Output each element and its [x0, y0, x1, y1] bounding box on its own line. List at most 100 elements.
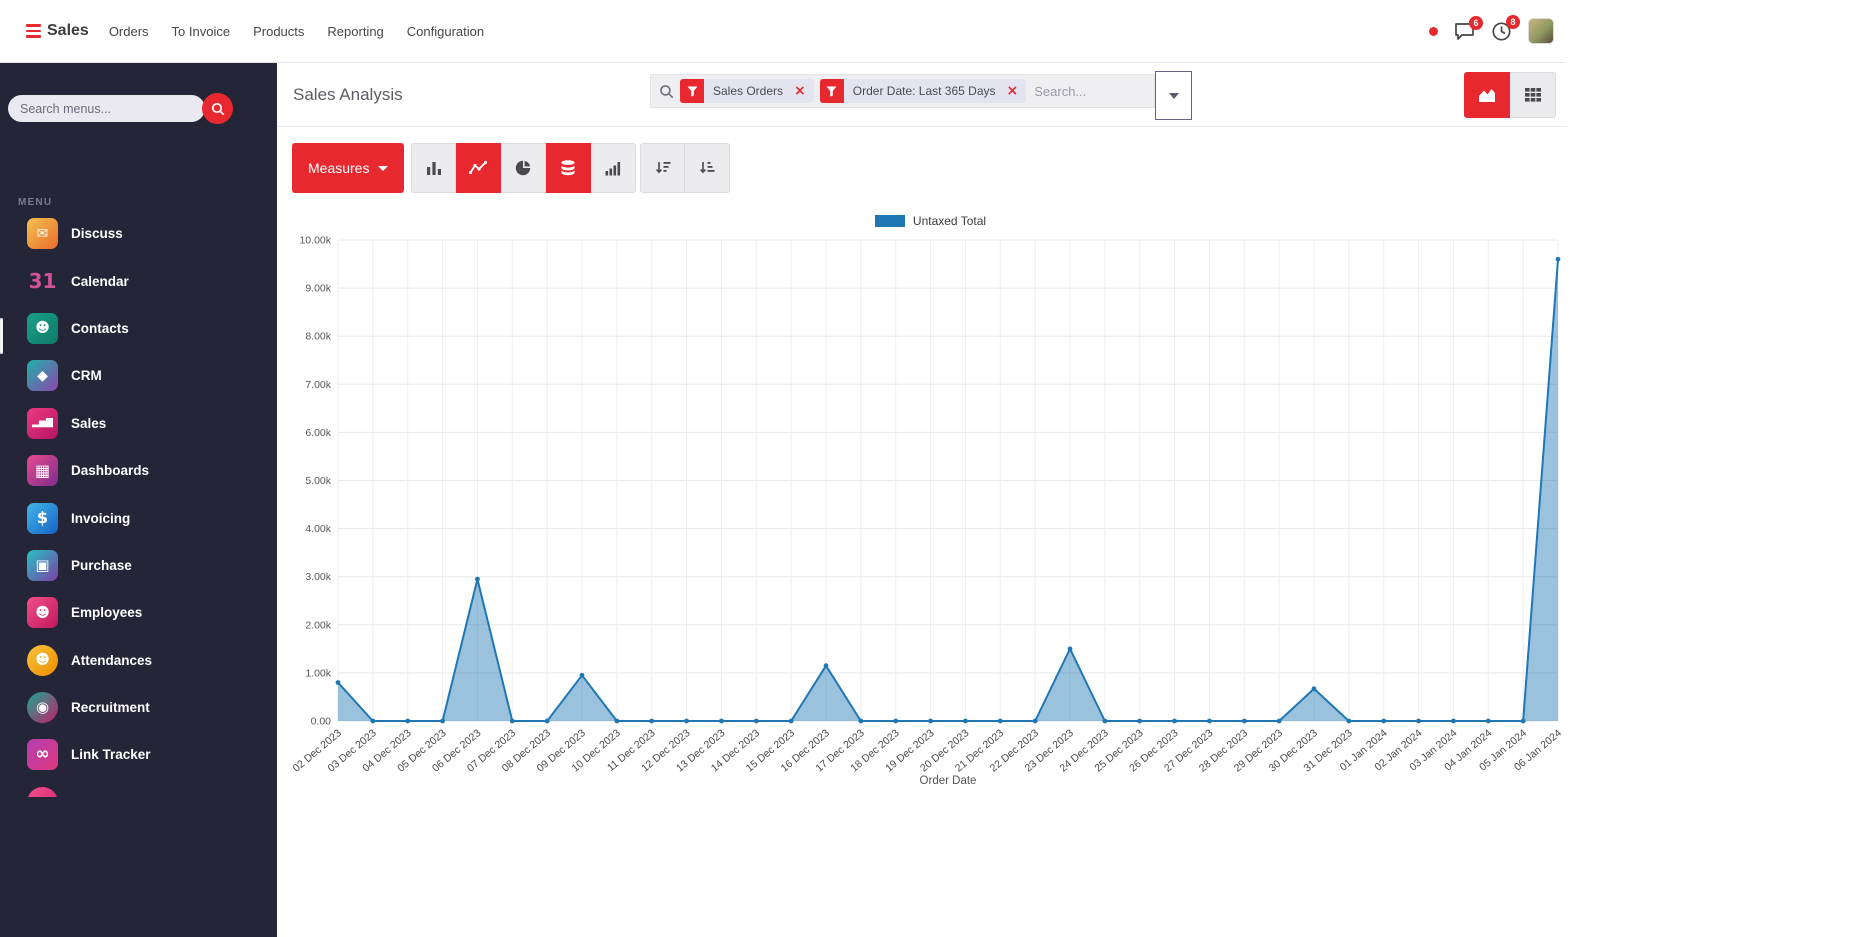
search-bar[interactable]: Sales Orders × Order Date: Last 365 Days…	[650, 74, 1155, 108]
facet-remove-button[interactable]: ×	[794, 83, 806, 99]
measures-button[interactable]: Measures	[292, 143, 405, 193]
sidebar-item-dashboards[interactable]: ▦ Dashboards	[0, 447, 277, 494]
pivot-grid-icon	[1524, 88, 1541, 102]
stacked-toggle-button[interactable]	[546, 143, 592, 193]
recruitment-icon: ◉	[27, 692, 58, 724]
invoicing-icon: $	[27, 502, 58, 534]
facet-label: Sales Orders	[713, 84, 784, 98]
pie-chart-icon	[516, 160, 531, 176]
messages-badge: 6	[1469, 15, 1483, 30]
bar-chart-button[interactable]	[411, 143, 457, 193]
data-point	[719, 718, 724, 724]
sidebar-item-attendances[interactable]: ☻ Attendances	[0, 637, 277, 684]
menu-item-configuration[interactable]: Configuration	[406, 23, 485, 39]
data-point	[753, 718, 759, 724]
data-point	[1520, 718, 1526, 724]
sidebar-item-discuss[interactable]: ✉ Discuss	[0, 210, 277, 257]
sidebar-item-unknown[interactable]	[0, 779, 277, 797]
clock-icon	[1492, 21, 1511, 41]
activities-button[interactable]: 8	[1491, 14, 1520, 42]
sidebar-item-label: Contacts	[71, 320, 129, 336]
sidebar-item-contacts[interactable]: ☻ Contacts	[0, 305, 277, 352]
data-point	[1137, 718, 1143, 724]
sidebar-item-purchase[interactable]: ▣ Purchase	[0, 542, 277, 589]
menu-item-orders[interactable]: Orders	[108, 23, 149, 39]
chart-canvas[interactable]: 0.00 1.00k 2.00k 3.00k 4.00k 5.00k 6.00k 7.00k 8…	[291, 232, 1568, 792]
graph-view-button[interactable]	[1464, 72, 1510, 118]
hamburger-icon	[26, 24, 41, 38]
data-point	[1381, 718, 1387, 724]
sidebar-search-button[interactable]	[202, 93, 233, 124]
data-point	[1241, 718, 1247, 724]
sidebar-item-crm[interactable]: ◆ CRM	[0, 352, 277, 399]
activities-badge: 8	[1506, 14, 1520, 29]
user-avatar[interactable]	[1528, 18, 1554, 44]
link-tracker-icon: ∞	[27, 739, 58, 771]
data-point	[440, 718, 445, 724]
x-axis-title: Order Date	[920, 775, 977, 787]
messages-button[interactable]: 6	[1454, 15, 1483, 41]
navbar-right: 6 8	[1429, 14, 1554, 44]
sidebar-scrollbar[interactable]	[0, 318, 3, 354]
app-icon	[27, 786, 58, 797]
graph-toolbar: Measures	[277, 127, 1567, 193]
page-title: Sales Analysis	[293, 84, 403, 104]
chart-type-group	[411, 143, 637, 193]
menu-item-products[interactable]: Products	[253, 23, 305, 39]
sidebar-item-label: Purchase	[71, 557, 132, 573]
sidebar-search-input[interactable]	[8, 95, 205, 122]
sidebar-item-label: CRM	[71, 368, 102, 384]
search-dropdown-toggle[interactable]	[1155, 71, 1192, 120]
sidebar-item-label: Dashboards	[71, 463, 150, 479]
y-tick-label: 0.00	[311, 716, 332, 728]
sort-asc-icon	[700, 162, 715, 174]
app-list: ✉ Discuss 31 Calendar ☻ Contacts ◆ CRM ▂▅▇ Sales ▦…	[0, 210, 277, 797]
y-tick-label: 2.00k	[305, 619, 331, 631]
facet-remove-button[interactable]: ×	[1006, 83, 1019, 99]
data-point	[1451, 718, 1456, 724]
data-point	[1172, 718, 1177, 724]
sidebar-item-label: Discuss	[71, 226, 123, 242]
sidebar: MENU ✉ Discuss 31 Calendar ☻ Contacts ◆ CRM ▂▅▇ S…	[0, 63, 277, 937]
data-point	[335, 680, 341, 685]
sidebar-item-label: Sales	[71, 415, 107, 431]
y-tick-label: 10.00k	[299, 235, 331, 247]
legend-swatch	[874, 215, 905, 227]
sidebar-item-recruitment[interactable]: ◉ Recruitment	[0, 684, 277, 731]
dashboards-icon: ▦	[27, 455, 58, 487]
sort-desc-button[interactable]	[640, 143, 686, 193]
app-menu-toggle[interactable]: Sales	[26, 22, 89, 40]
line-chart-button[interactable]	[456, 143, 502, 193]
sort-desc-icon	[655, 162, 671, 174]
series-line	[337, 259, 1559, 722]
top-menu: Orders To Invoice Products Reporting Con…	[107, 20, 486, 43]
sidebar-item-sales[interactable]: ▂▅▇ Sales	[0, 400, 277, 447]
sidebar-item-calendar[interactable]: 31 Calendar	[0, 257, 277, 304]
sidebar-item-label: Employees	[71, 605, 143, 621]
data-point	[579, 672, 585, 678]
search-input[interactable]	[1032, 82, 1146, 100]
pie-chart-button[interactable]	[501, 143, 547, 193]
data-point	[1067, 646, 1073, 652]
data-point	[1416, 718, 1421, 724]
chart-legend[interactable]: Untaxed Total	[293, 214, 1568, 228]
sidebar-item-label: Recruitment	[71, 700, 150, 716]
sidebar-item-label: Calendar	[71, 273, 129, 289]
sidebar-item-label: Link Tracker	[71, 747, 151, 763]
menu-item-to-invoice[interactable]: To Invoice	[171, 23, 231, 39]
data-point	[997, 718, 1003, 724]
calendar-icon: 31	[28, 269, 57, 294]
cumulative-toggle-button[interactable]	[591, 143, 637, 193]
sort-asc-button[interactable]	[685, 143, 731, 193]
pivot-view-button[interactable]	[1510, 72, 1556, 118]
sidebar-item-label: Attendances	[71, 652, 153, 668]
sidebar-item-link-tracker[interactable]: ∞ Link Tracker	[0, 731, 277, 778]
series-area	[338, 259, 1558, 721]
data-point	[1346, 718, 1352, 724]
sidebar-item-employees[interactable]: ☻ Employees	[0, 589, 277, 636]
view-switcher	[1464, 72, 1556, 118]
menu-item-reporting[interactable]: Reporting	[327, 23, 384, 39]
filter-funnel-icon	[819, 79, 844, 103]
data-point	[1032, 718, 1038, 724]
sidebar-item-invoicing[interactable]: $ Invoicing	[0, 494, 277, 541]
